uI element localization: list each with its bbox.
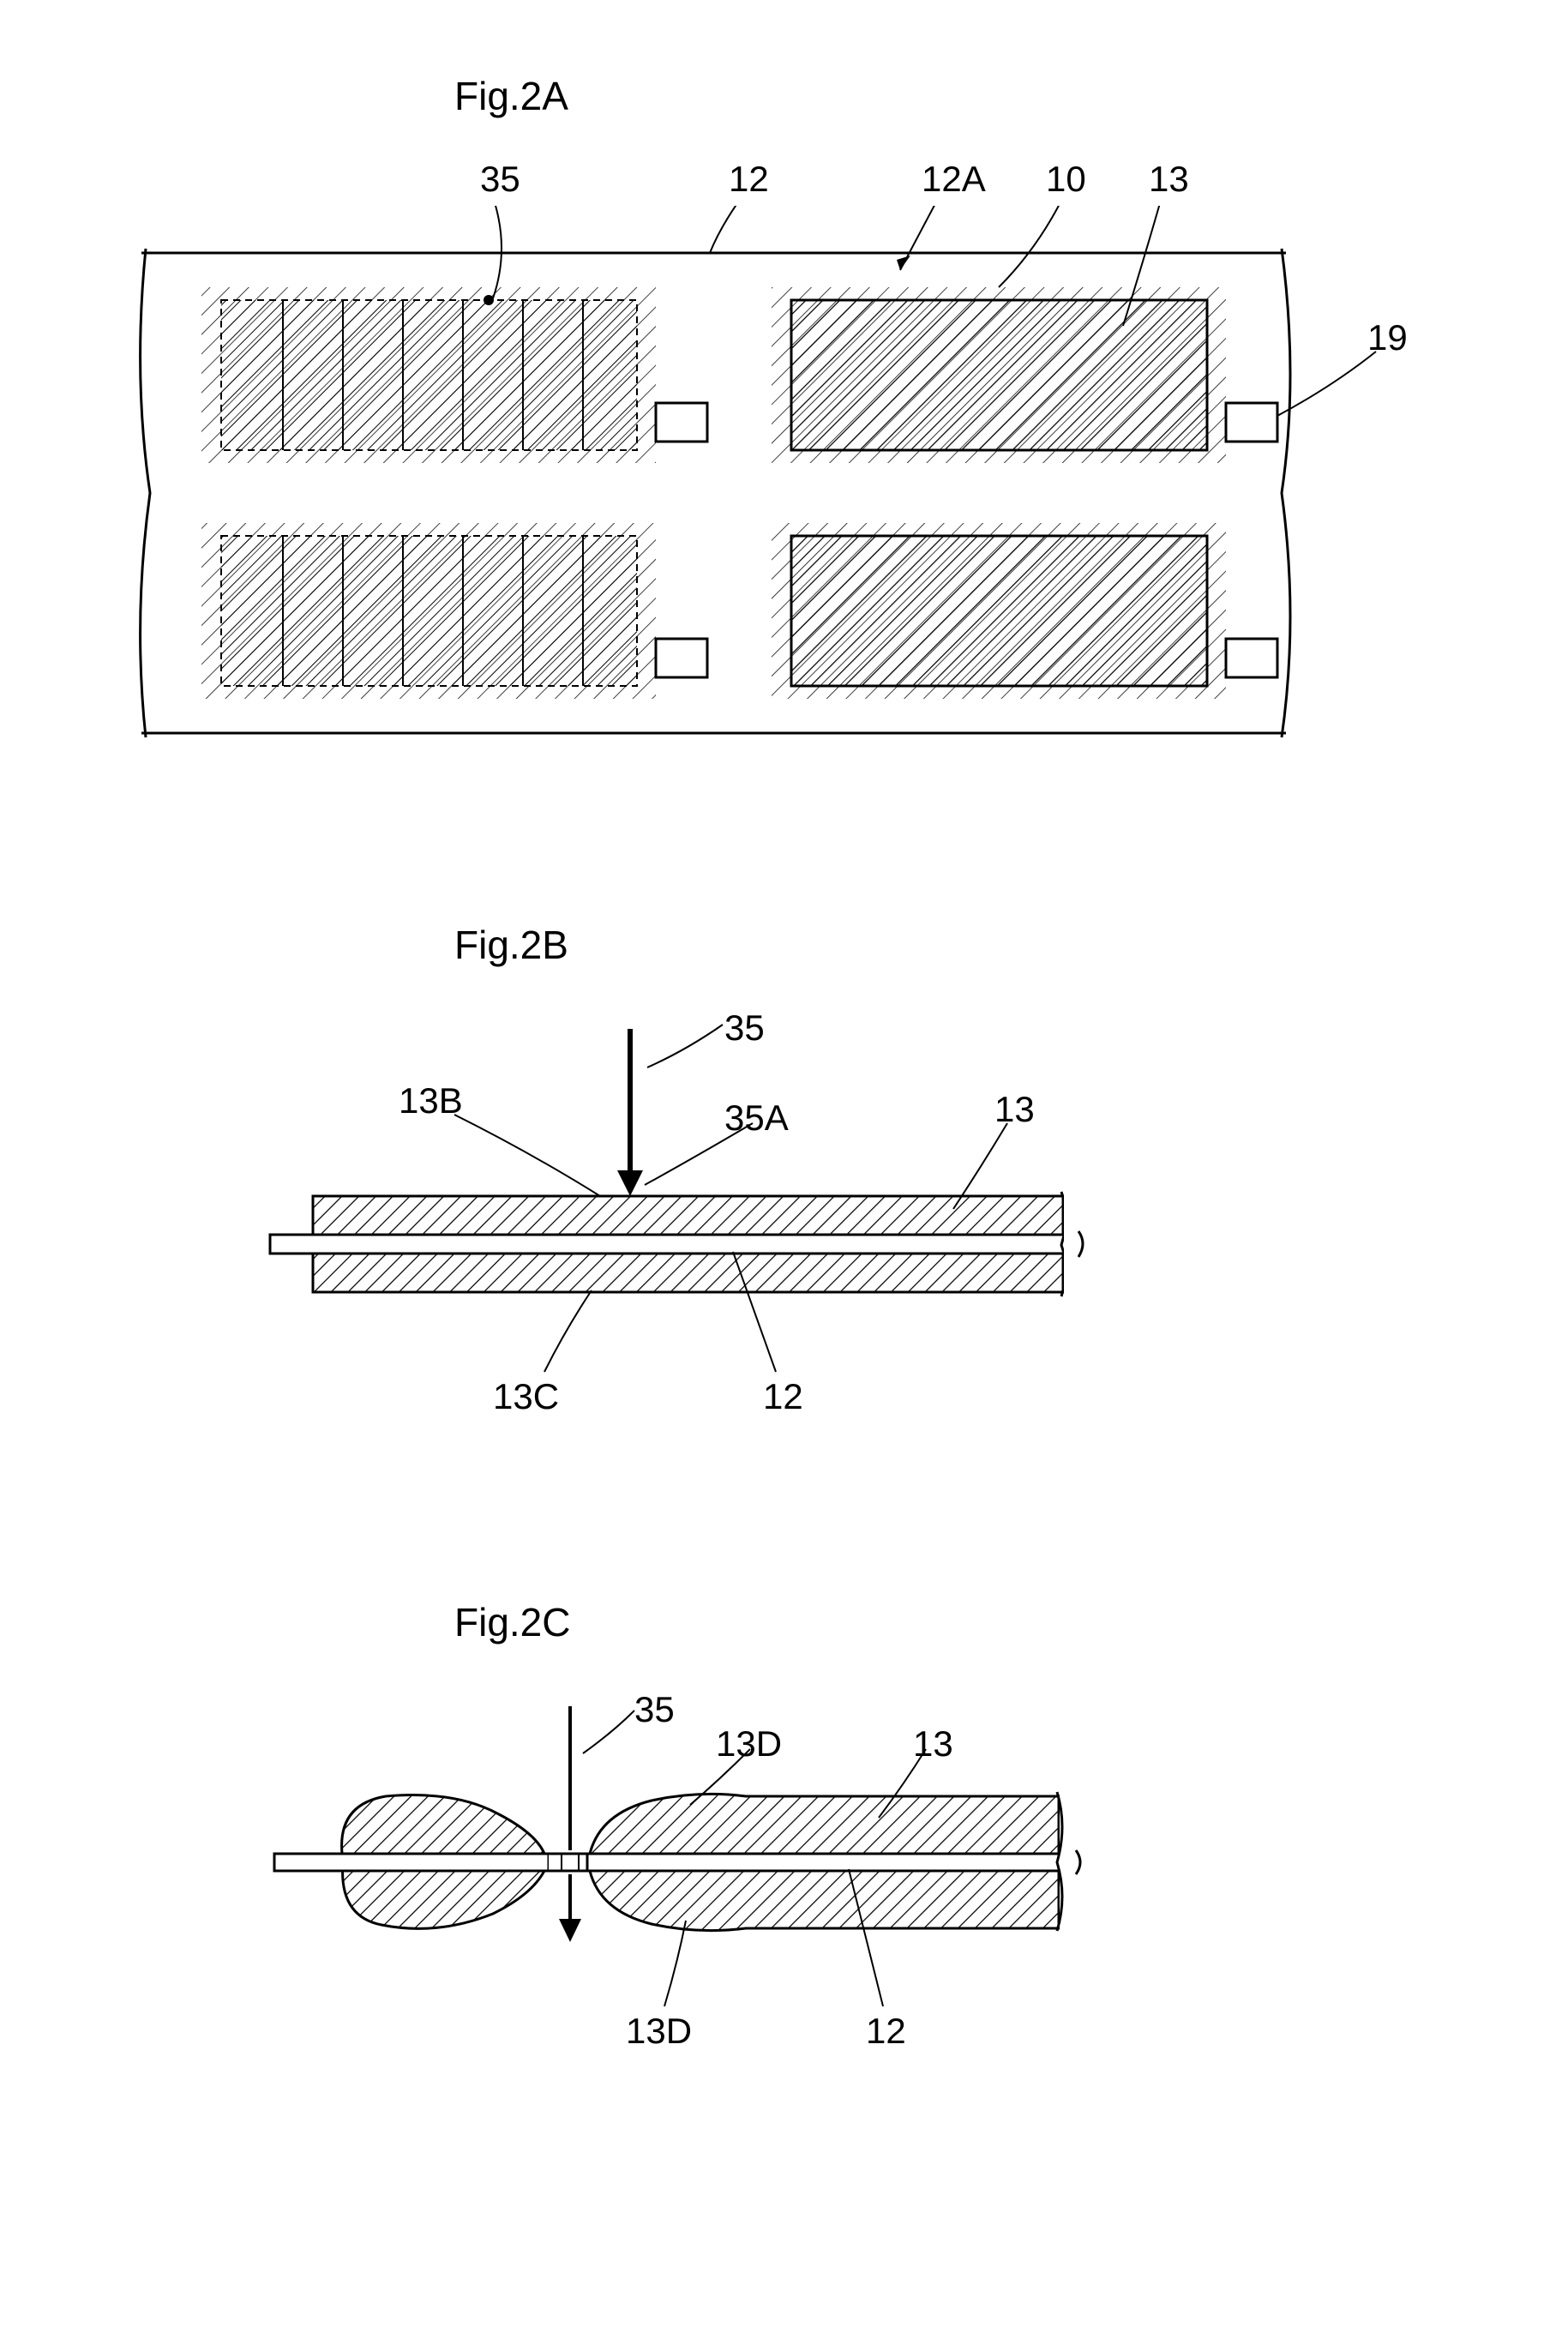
fig2c-label: Fig.2C	[454, 1599, 570, 1645]
ref-12-c: 12	[866, 2011, 906, 2052]
ref-19-a: 19	[1367, 317, 1408, 358]
ref-12-a: 12	[729, 159, 769, 200]
ref-13B-b: 13B	[399, 1080, 463, 1121]
ref-13-b: 13	[994, 1089, 1035, 1130]
ref-35A-b: 35A	[724, 1097, 789, 1139]
fig2c-diagram	[0, 1663, 1568, 2221]
ref-12-b: 12	[763, 1376, 803, 1417]
ref-12A-a: 12A	[922, 159, 986, 200]
ref-13-a: 13	[1149, 159, 1189, 200]
fig2a-diagram	[0, 206, 1568, 943]
ref-35-a: 35	[480, 159, 520, 200]
fig2a-label: Fig.2A	[454, 73, 568, 119]
ref-13D-bot-c: 13D	[626, 2011, 692, 2052]
ref-10-a: 10	[1046, 159, 1086, 200]
ref-35-b: 35	[724, 1007, 765, 1049]
fig2b-diagram	[0, 960, 1568, 1518]
ref-13-c: 13	[913, 1723, 953, 1765]
ref-13C-b: 13C	[493, 1376, 559, 1417]
ref-13D-top-c: 13D	[716, 1723, 782, 1765]
ref-35-c: 35	[634, 1689, 675, 1730]
